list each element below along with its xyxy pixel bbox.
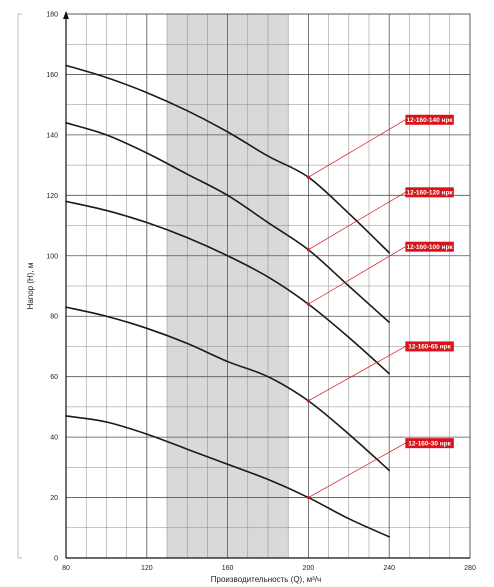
pump-curve-line — [65, 122, 390, 324]
y-tick-label: 60 — [50, 374, 58, 381]
series-label-box — [405, 341, 454, 352]
series-label-box — [405, 241, 454, 252]
x-tick-label: 280 — [464, 565, 476, 572]
leader-line — [308, 119, 406, 178]
y-tick-label: 120 — [46, 193, 58, 200]
y-tick-label: 40 — [50, 435, 58, 442]
y-tick-labels: 0 20 40 60 80 100 120 140 160 180 — [46, 12, 58, 563]
label-leader-lines — [306, 119, 406, 500]
series-label-box — [405, 114, 454, 125]
series-label-text: 12-160-30 нрк — [408, 440, 451, 447]
y-tick-label: 140 — [46, 132, 58, 139]
series-label-text: 12-160-65 нрк — [408, 344, 451, 351]
pump-curve-line — [65, 306, 390, 472]
series-label-text: 12-160-120 нрк — [406, 190, 453, 197]
leader-line — [308, 246, 406, 305]
x-tick-label: 120 — [141, 565, 153, 572]
x-axis-title: Производительность (Q), м³/ч — [211, 575, 321, 584]
x-tick-label: 80 — [62, 565, 70, 572]
x-tick-label: 200 — [303, 565, 315, 572]
series-label-text: 12-160-140 нрк — [406, 117, 453, 124]
y-tick-label: 80 — [50, 314, 58, 321]
series-labels: 12-160-140 нрк 12-160-120 нрк 12-160-100 н… — [405, 114, 454, 449]
y-tick-label: 100 — [46, 253, 58, 260]
y-tick-label: 20 — [50, 495, 58, 502]
x-tick-label: 160 — [222, 565, 234, 572]
y-tick-label: 0 — [54, 556, 58, 563]
x-tick-labels: 80 120 160 200 240 280 — [62, 565, 476, 572]
y-tick-label: 160 — [46, 72, 58, 79]
series-label-text: 12-160-100 нрк — [406, 244, 453, 251]
leader-line — [308, 346, 406, 402]
leader-line — [308, 192, 406, 251]
series-label-box — [405, 187, 454, 198]
pump-curve-line — [65, 200, 390, 375]
pump-curve-line — [65, 64, 390, 254]
y-axis-title: Напор (H), м — [26, 263, 35, 310]
minor-gridlines — [66, 14, 470, 558]
series-label-box — [405, 438, 454, 449]
axes — [63, 11, 471, 559]
x-tick-label: 240 — [383, 565, 395, 572]
leader-line — [308, 442, 406, 498]
y-axis-arrow — [63, 11, 69, 19]
pump-curve-line — [65, 415, 390, 538]
y-tick-label: 180 — [46, 12, 58, 19]
pump-curves — [65, 64, 390, 538]
